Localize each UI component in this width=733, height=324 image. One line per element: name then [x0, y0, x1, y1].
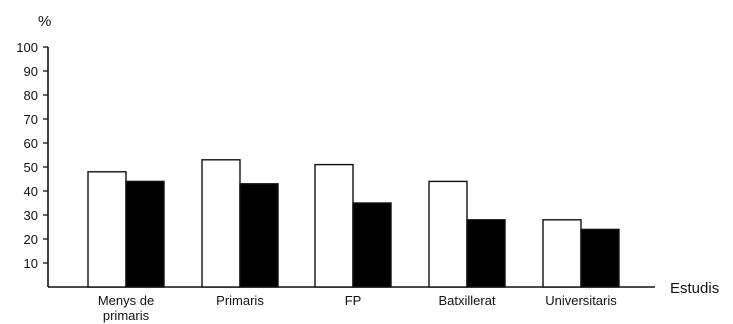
bar-white — [542, 219, 582, 288]
x-category-label: Batxillerat — [438, 293, 495, 308]
bar-white — [428, 180, 468, 288]
y-tick-label: 50 — [24, 160, 38, 175]
bar-white — [314, 163, 354, 288]
y-tick-label: 90 — [24, 64, 38, 79]
bar-black — [125, 180, 165, 288]
y-axis-ticks: 10 20 30 40 50 60 70 80 90 100 — [16, 40, 48, 271]
x-category-label: FP — [345, 293, 362, 308]
x-category-label: Universitaris — [545, 293, 617, 308]
bar-black — [466, 219, 506, 288]
x-category-label: Primaris — [216, 293, 264, 308]
bar-black — [580, 228, 620, 288]
y-tick-label: 30 — [24, 208, 38, 223]
bar-white — [201, 159, 241, 288]
bar-white — [87, 171, 127, 288]
x-axis-label: Estudis — [670, 280, 719, 297]
y-tick-label: 100 — [16, 40, 38, 55]
bar-black — [352, 202, 392, 288]
chart-bars — [87, 159, 620, 288]
bar-black — [239, 183, 279, 288]
y-tick-label: 40 — [24, 184, 38, 199]
y-tick-label: 80 — [24, 88, 38, 103]
x-category-label: Menys de primaris — [98, 293, 154, 323]
y-axis-label: % — [38, 13, 51, 30]
y-tick-label: 20 — [24, 232, 38, 247]
y-tick-label: 70 — [24, 112, 38, 127]
x-axis-categories: Menys de primaris Primaris FP Batxillerat Uni… — [98, 293, 617, 323]
y-tick-label: 60 — [24, 136, 38, 151]
y-tick-label: 10 — [24, 256, 38, 271]
